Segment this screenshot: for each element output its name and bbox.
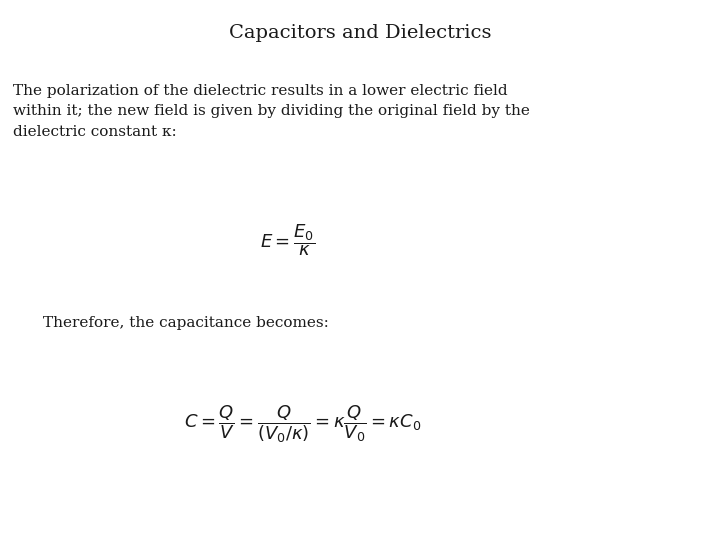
Text: $C = \dfrac{Q}{V} = \dfrac{Q}{(V_0/\kappa)} = \kappa\dfrac{Q}{V_0} = \kappa C_0$: $C = \dfrac{Q}{V} = \dfrac{Q}{(V_0/\kapp… <box>184 403 421 445</box>
Text: Therefore, the capacitance becomes:: Therefore, the capacitance becomes: <box>43 316 329 330</box>
Text: Capacitors and Dielectrics: Capacitors and Dielectrics <box>229 24 491 42</box>
Text: The polarization of the dielectric results in a lower electric field
within it; : The polarization of the dielectric resul… <box>13 84 530 139</box>
Text: $E = \dfrac{E_0}{\kappa}$: $E = \dfrac{E_0}{\kappa}$ <box>261 222 315 258</box>
